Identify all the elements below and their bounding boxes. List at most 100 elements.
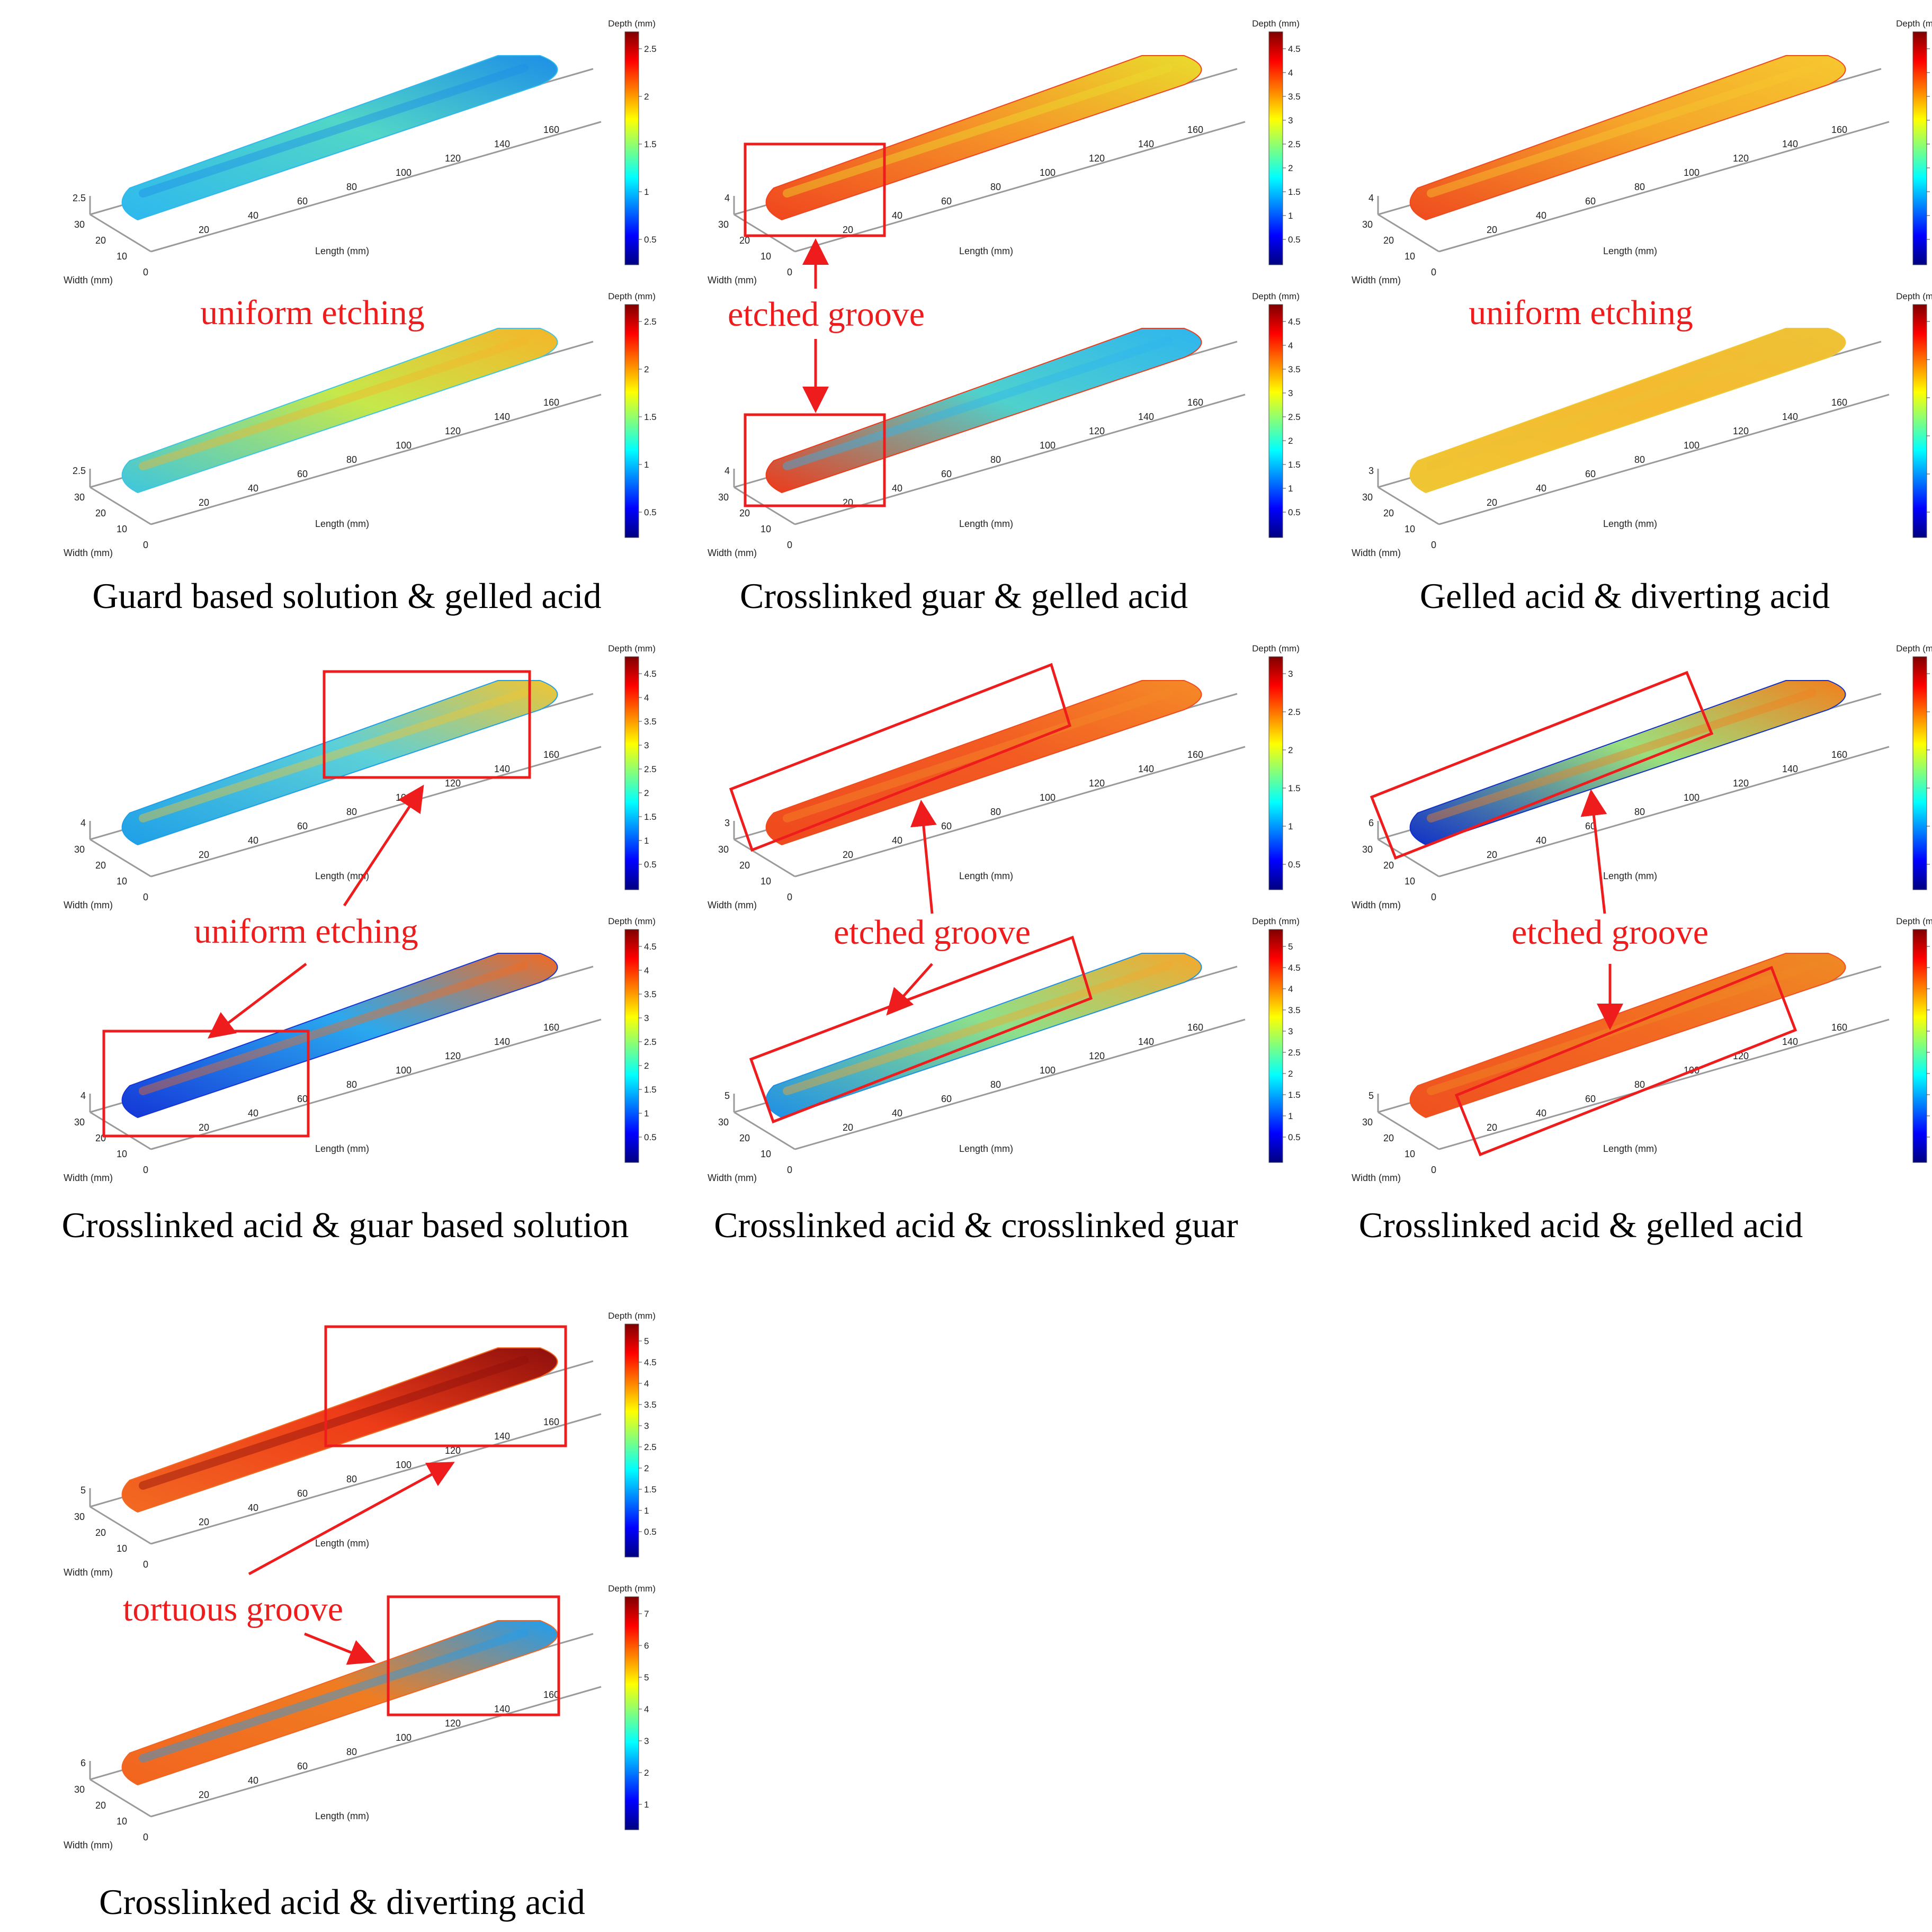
highlight-box bbox=[102, 1030, 310, 1138]
width-axis-line bbox=[734, 1111, 795, 1150]
etched-surface bbox=[121, 1620, 558, 1786]
width-axis-line bbox=[90, 486, 151, 525]
surface-band bbox=[1427, 688, 1817, 822]
colorbar-tick-label: 2.5 bbox=[1288, 139, 1301, 149]
colorbar-tick-label: 1 bbox=[1288, 1111, 1293, 1121]
highlight-box bbox=[744, 142, 886, 237]
length-axis-label: Length (mm) bbox=[1603, 871, 1657, 881]
colorbar-title: Depth (mm) bbox=[1252, 643, 1300, 654]
length-tick-label: 100 bbox=[396, 1460, 412, 1470]
length-tick-label: 120 bbox=[1733, 778, 1749, 789]
width-tick-label: 30 bbox=[718, 1117, 729, 1128]
width-tick-label: 30 bbox=[718, 844, 729, 855]
colorbar-tick-label: 2 bbox=[1288, 745, 1293, 755]
colorbar bbox=[1912, 304, 1927, 538]
colorbar-tick-label: 3 bbox=[644, 1421, 649, 1431]
length-tick-label: 160 bbox=[543, 749, 559, 760]
colorbar-tick-label: 1 bbox=[644, 836, 649, 846]
colorbar-tick-label: 0.5 bbox=[644, 507, 657, 517]
colorbar-tick-label: 3.5 bbox=[644, 989, 657, 999]
colorbar-tick-label: 3.5 bbox=[1288, 1005, 1301, 1015]
width-tick-label: 0 bbox=[1431, 892, 1436, 902]
length-tick-label: 60 bbox=[1585, 821, 1596, 831]
width-axis-label: Width (mm) bbox=[64, 1173, 113, 1183]
width-axis-label: Width (mm) bbox=[1352, 275, 1401, 285]
length-tick-label: 40 bbox=[248, 1502, 258, 1513]
width-axis-line bbox=[734, 213, 795, 253]
length-tick-label: 120 bbox=[445, 1051, 461, 1061]
length-tick-label: 160 bbox=[1831, 1022, 1847, 1033]
front-axis-line bbox=[150, 746, 602, 878]
length-tick-label: 120 bbox=[1089, 153, 1105, 164]
colorbar-tick-label: 6 bbox=[644, 1641, 649, 1651]
colorbar-tick-label: 0.5 bbox=[644, 1527, 657, 1537]
front-axis-line bbox=[794, 121, 1246, 253]
surface-band bbox=[139, 688, 529, 822]
colorbar bbox=[624, 1596, 639, 1830]
width-tick-label: 20 bbox=[739, 1133, 750, 1143]
colorbar bbox=[1912, 656, 1927, 890]
colorbar-tick-label: 1.5 bbox=[1288, 1090, 1301, 1100]
annotation-layer: uniform etching etched groove uniform etch… bbox=[102, 142, 1797, 1716]
length-axis-label: Length (mm) bbox=[315, 1143, 369, 1154]
colorbar-tick-label: 3 bbox=[644, 740, 649, 750]
width-tick-label: 0 bbox=[143, 540, 148, 550]
front-axis-line bbox=[794, 393, 1246, 525]
front-axis-line bbox=[1438, 1018, 1890, 1150]
length-tick-label: 120 bbox=[1089, 778, 1105, 789]
surface-band bbox=[139, 961, 529, 1095]
colorbar-tick-label: 0.5 bbox=[644, 235, 657, 245]
colorbar-tick-label: 1 bbox=[1288, 821, 1293, 831]
annotation-label: uniform etching bbox=[194, 912, 418, 951]
surface-band bbox=[139, 1629, 529, 1763]
panel-caption: Guard based solution & gelled acid bbox=[92, 576, 601, 616]
surface-band bbox=[783, 336, 1173, 470]
highlight-box bbox=[324, 1325, 567, 1447]
length-tick-label: 40 bbox=[1536, 210, 1546, 221]
width-tick-label: 0 bbox=[787, 892, 792, 902]
width-tick-label: 20 bbox=[739, 508, 750, 518]
length-tick-label: 140 bbox=[1138, 139, 1154, 149]
length-tick-label: 100 bbox=[396, 792, 412, 803]
length-tick-label: 100 bbox=[1684, 167, 1700, 178]
length-axis-label: Length (mm) bbox=[315, 246, 369, 256]
etched-surface bbox=[1409, 680, 1846, 846]
depth-tick-label: 4 bbox=[724, 466, 730, 476]
colorbar-tick-label: 2.5 bbox=[644, 317, 657, 327]
colorbar-tick-label: 0.5 bbox=[644, 860, 657, 870]
panel-caption: Crosslinked acid & guar based solution bbox=[62, 1205, 629, 1245]
width-tick-label: 0 bbox=[787, 540, 792, 550]
length-tick-label: 40 bbox=[892, 835, 902, 846]
length-tick-label: 20 bbox=[843, 1122, 853, 1133]
colorbar-tick-label: 0.5 bbox=[1288, 235, 1301, 245]
length-tick-label: 160 bbox=[1831, 397, 1847, 408]
front-axis-line bbox=[150, 1413, 602, 1545]
depth-tick-label: 4 bbox=[1368, 193, 1374, 203]
length-tick-label: 160 bbox=[1831, 124, 1847, 135]
colorbar-tick-label: 3.5 bbox=[644, 1400, 657, 1410]
length-tick-label: 100 bbox=[396, 440, 412, 451]
colorbar-title: Depth (mm) bbox=[608, 291, 656, 301]
length-tick-label: 40 bbox=[248, 210, 258, 221]
length-tick-label: 100 bbox=[1040, 792, 1056, 803]
colorbar-tick-label: 1 bbox=[644, 187, 649, 197]
annotation-label: uniform etching bbox=[200, 293, 424, 332]
width-axis-label: Width (mm) bbox=[64, 1567, 113, 1578]
colorbar-tick-label: 3 bbox=[1288, 388, 1293, 398]
width-tick-label: 0 bbox=[1431, 267, 1436, 278]
colorbar-tick-label: 1 bbox=[644, 1506, 649, 1516]
annotation-arrow bbox=[910, 800, 937, 914]
width-tick-label: 0 bbox=[143, 1832, 148, 1842]
panel-caption: Crosslinked acid & gelled acid bbox=[1359, 1205, 1803, 1245]
width-axis-label: Width (mm) bbox=[708, 900, 757, 910]
annotation-arrow bbox=[886, 963, 933, 1016]
length-tick-label: 140 bbox=[1138, 1036, 1154, 1047]
annotation-arrow bbox=[1580, 789, 1607, 914]
colorbar-tick-label: 2.5 bbox=[1288, 1048, 1301, 1058]
etched-surface bbox=[1409, 953, 1846, 1119]
colorbar-tick-label: 0.5 bbox=[1288, 1132, 1301, 1142]
